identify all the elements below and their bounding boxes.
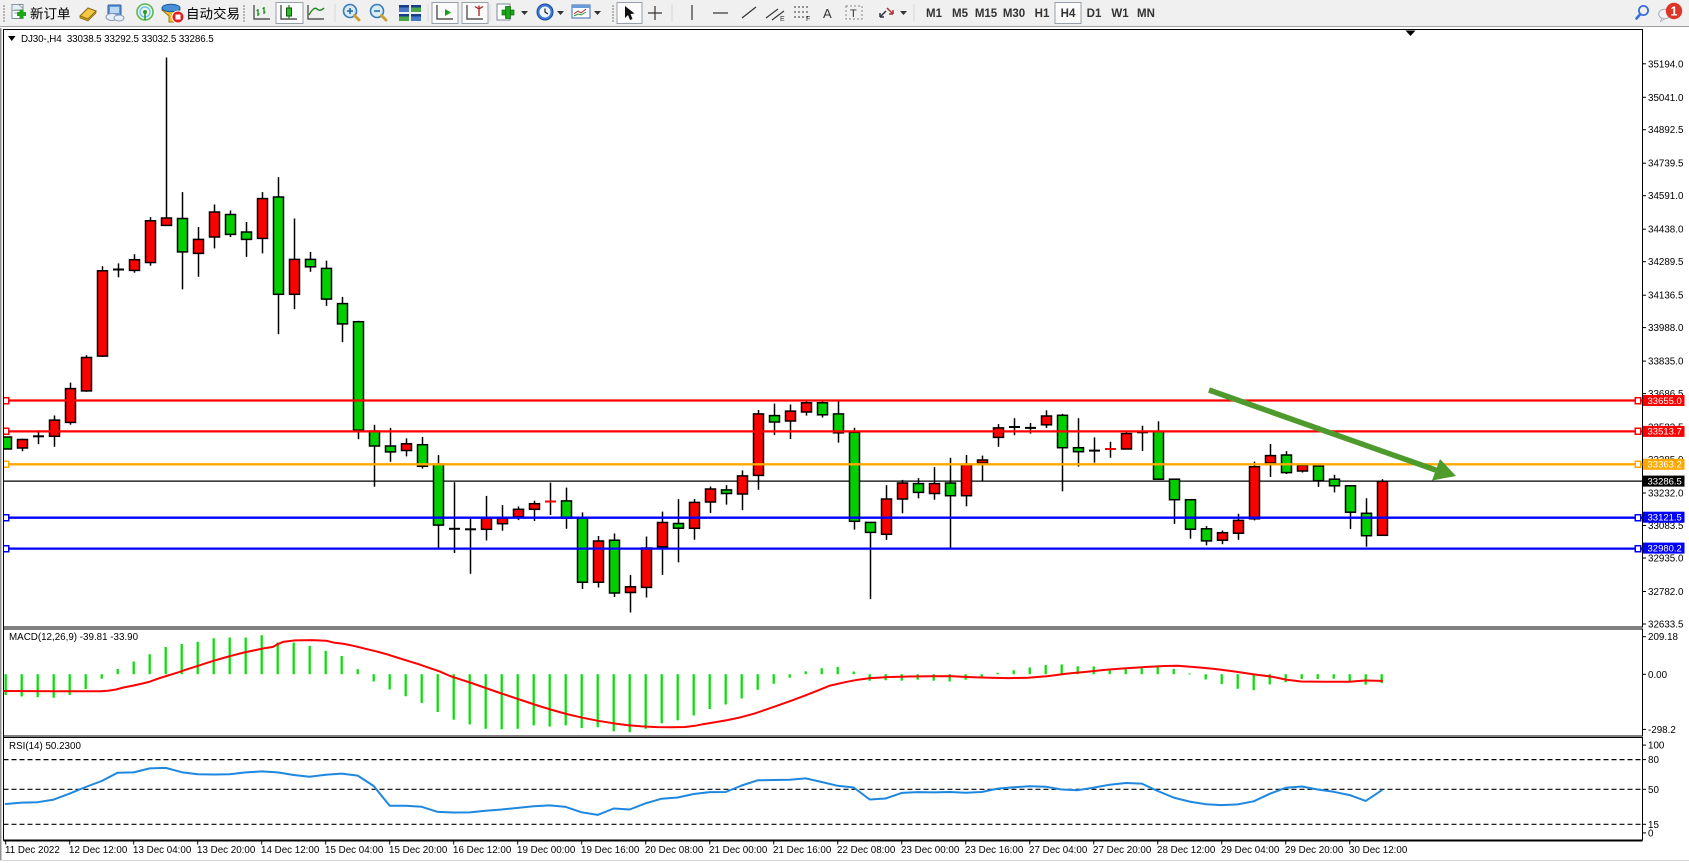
svg-text:32980.2: 32980.2	[1648, 543, 1682, 554]
svg-text:34739.5: 34739.5	[1648, 159, 1684, 170]
svg-text:13 Dec 20:00: 13 Dec 20:00	[197, 845, 256, 856]
svg-text:209.18: 209.18	[1648, 632, 1679, 643]
svg-text:RSI(14) 50.2300: RSI(14) 50.2300	[9, 741, 81, 752]
svg-text:100: 100	[1648, 741, 1665, 752]
svg-text:15 Dec 04:00: 15 Dec 04:00	[325, 845, 384, 856]
svg-text:0: 0	[1648, 828, 1654, 839]
svg-text:27 Dec 04:00: 27 Dec 04:00	[1029, 845, 1088, 856]
svg-text:35041.0: 35041.0	[1648, 93, 1684, 104]
svg-text:21 Dec 16:00: 21 Dec 16:00	[773, 845, 832, 856]
svg-text:15: 15	[1648, 820, 1659, 831]
svg-text:34892.5: 34892.5	[1648, 125, 1684, 136]
svg-text:H4: H4	[1061, 8, 1076, 20]
svg-text:H1: H1	[1035, 8, 1050, 20]
svg-text:11 Dec 2022: 11 Dec 2022	[5, 845, 60, 856]
svg-text:D1: D1	[1087, 8, 1102, 20]
svg-text:W1: W1	[1111, 8, 1129, 20]
svg-text:27 Dec 20:00: 27 Dec 20:00	[1093, 845, 1152, 856]
svg-text:M15: M15	[975, 8, 998, 20]
svg-text:35194.0: 35194.0	[1648, 59, 1684, 70]
svg-text:19 Dec 16:00: 19 Dec 16:00	[581, 845, 640, 856]
svg-text:14 Dec 12:00: 14 Dec 12:00	[261, 845, 320, 856]
svg-text:33988.0: 33988.0	[1648, 323, 1684, 334]
svg-text:19 Dec 00:00: 19 Dec 00:00	[517, 845, 576, 856]
svg-text:20 Dec 08:00: 20 Dec 08:00	[645, 845, 704, 856]
svg-text:34438.0: 34438.0	[1648, 225, 1684, 236]
svg-text:16 Dec 12:00: 16 Dec 12:00	[453, 845, 512, 856]
svg-text:29 Dec 20:00: 29 Dec 20:00	[1285, 845, 1344, 856]
svg-text:32935.0: 32935.0	[1648, 554, 1684, 565]
svg-text:23 Dec 00:00: 23 Dec 00:00	[901, 845, 960, 856]
svg-text:32633.5: 32633.5	[1648, 620, 1684, 631]
svg-text:DJ30-,H4 33038.5 33292.5 3303: DJ30-,H4 33038.5 33292.5 33032.5 33286.5	[21, 34, 214, 45]
svg-text:23 Dec 16:00: 23 Dec 16:00	[965, 845, 1024, 856]
svg-text:0.00: 0.00	[1648, 670, 1668, 681]
svg-text:A: A	[823, 6, 832, 21]
svg-text:T: T	[850, 8, 857, 20]
svg-text:M1: M1	[926, 8, 943, 20]
svg-text:33121.5: 33121.5	[1648, 513, 1682, 524]
svg-text:80: 80	[1648, 755, 1659, 766]
svg-text:28 Dec 12:00: 28 Dec 12:00	[1157, 845, 1216, 856]
svg-text:33083.5: 33083.5	[1648, 521, 1684, 532]
svg-text:33686.5: 33686.5	[1648, 389, 1684, 400]
svg-text:34289.5: 34289.5	[1648, 257, 1684, 268]
svg-text:33363.2: 33363.2	[1648, 460, 1682, 471]
svg-text:30 Dec 12:00: 30 Dec 12:00	[1349, 845, 1408, 856]
svg-text:32782.0: 32782.0	[1648, 587, 1684, 598]
svg-text:33286.5: 33286.5	[1648, 476, 1682, 487]
svg-text:E: E	[780, 16, 785, 23]
svg-text:33655.0: 33655.0	[1648, 396, 1682, 407]
svg-text:M5: M5	[952, 8, 969, 20]
svg-text:M30: M30	[1003, 8, 1025, 20]
svg-text:33232.0: 33232.0	[1648, 489, 1684, 500]
svg-text:50: 50	[1648, 785, 1659, 796]
svg-text:13 Dec 04:00: 13 Dec 04:00	[133, 845, 192, 856]
svg-text:-298.2: -298.2	[1648, 725, 1676, 736]
svg-text:34136.5: 34136.5	[1648, 291, 1684, 302]
svg-text:12 Dec 12:00: 12 Dec 12:00	[69, 845, 128, 856]
svg-text:21 Dec 00:00: 21 Dec 00:00	[709, 845, 768, 856]
svg-text:34591.0: 34591.0	[1648, 191, 1684, 202]
svg-text:29 Dec 04:00: 29 Dec 04:00	[1221, 845, 1280, 856]
svg-text:33513.7: 33513.7	[1648, 427, 1682, 438]
svg-text:F: F	[806, 16, 810, 23]
svg-text:33835.0: 33835.0	[1648, 357, 1684, 368]
svg-text:15 Dec 20:00: 15 Dec 20:00	[389, 845, 448, 856]
svg-text:22 Dec 08:00: 22 Dec 08:00	[837, 845, 896, 856]
svg-text:MACD(12,26,9) -39.81 -33.90: MACD(12,26,9) -39.81 -33.90	[9, 632, 139, 643]
svg-text:MN: MN	[1137, 8, 1155, 20]
svg-text:1: 1	[1671, 5, 1678, 19]
